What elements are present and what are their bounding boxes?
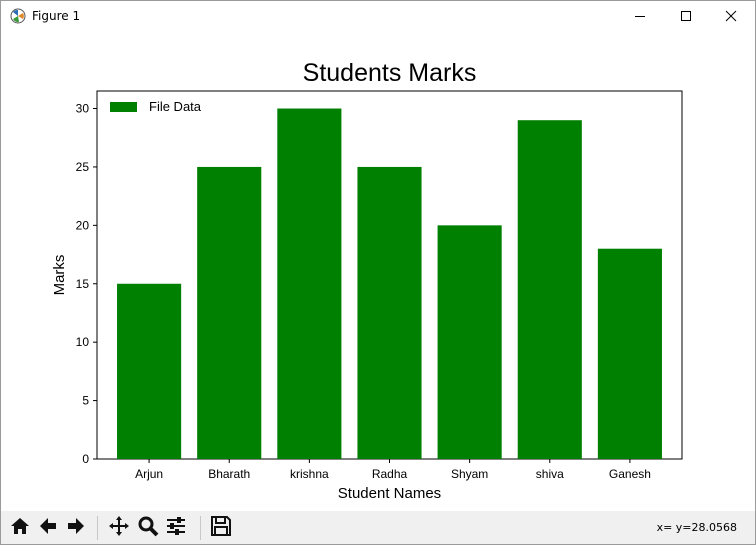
close-button[interactable] — [708, 1, 754, 32]
title-bar: Figure 1 — [1, 1, 755, 32]
y-tick-label: 30 — [76, 102, 90, 116]
y-tick-label: 25 — [76, 160, 90, 174]
x-tick-label: Radha — [372, 467, 408, 481]
home-icon — [9, 515, 31, 541]
close-icon — [725, 7, 737, 26]
window-title: Figure 1 — [32, 9, 81, 23]
maximize-button[interactable] — [663, 1, 709, 32]
figure-canvas[interactable]: 0 5 10 15 20 25 30 Arjun Bharath krishna Radha Shya… — [1, 32, 755, 511]
y-tick-label: 15 — [76, 277, 90, 291]
chart-title: Students Marks — [303, 59, 477, 87]
legend-swatch — [110, 102, 137, 112]
home-button[interactable] — [7, 515, 33, 541]
y-axis-label: Marks — [51, 255, 68, 296]
forward-button[interactable] — [63, 515, 89, 541]
bar — [597, 248, 662, 459]
pan-icon — [108, 515, 130, 541]
navigation-toolbar: x= y=28.0568 — [1, 511, 755, 544]
back-arrow-icon — [37, 515, 59, 541]
y-tick-label: 0 — [82, 452, 89, 466]
x-tick-label: Bharath — [208, 467, 250, 481]
toolbar-separator — [97, 516, 98, 540]
y-tick-label: 5 — [82, 394, 89, 408]
configure-subplots-button[interactable] — [163, 515, 189, 541]
minimize-icon — [634, 7, 646, 26]
bar — [197, 166, 262, 459]
cursor-coordinates: x= y=28.0568 — [656, 521, 737, 534]
minimize-button[interactable] — [617, 1, 663, 32]
x-tick-label: shiva — [536, 467, 564, 481]
save-button[interactable] — [208, 515, 234, 541]
back-button[interactable] — [35, 515, 61, 541]
pan-button[interactable] — [106, 515, 132, 541]
forward-arrow-icon — [65, 515, 87, 541]
x-tick-label: Ganesh — [609, 467, 651, 481]
zoom-button[interactable] — [135, 515, 161, 541]
toolbar-separator — [200, 516, 201, 540]
bar — [117, 283, 182, 459]
x-tick-label: Shyam — [451, 467, 488, 481]
bar — [277, 108, 342, 460]
configure-subplots-icon — [165, 515, 187, 541]
y-tick-label: 20 — [76, 218, 90, 232]
matplotlib-logo-icon — [10, 8, 26, 24]
zoom-icon — [137, 515, 159, 541]
x-tick-label: krishna — [290, 467, 329, 481]
x-tick-label: Arjun — [135, 467, 163, 481]
save-icon — [210, 515, 232, 541]
bar-chart: 0 5 10 15 20 25 30 Arjun Bharath krishna Radha Shya… — [51, 59, 683, 502]
bar — [357, 166, 422, 459]
bar — [517, 120, 582, 459]
y-tick-label: 10 — [76, 335, 90, 349]
legend-label: File Data — [149, 99, 202, 114]
maximize-icon — [680, 7, 692, 26]
x-axis-label: Student Names — [338, 485, 441, 502]
bar — [437, 225, 502, 459]
